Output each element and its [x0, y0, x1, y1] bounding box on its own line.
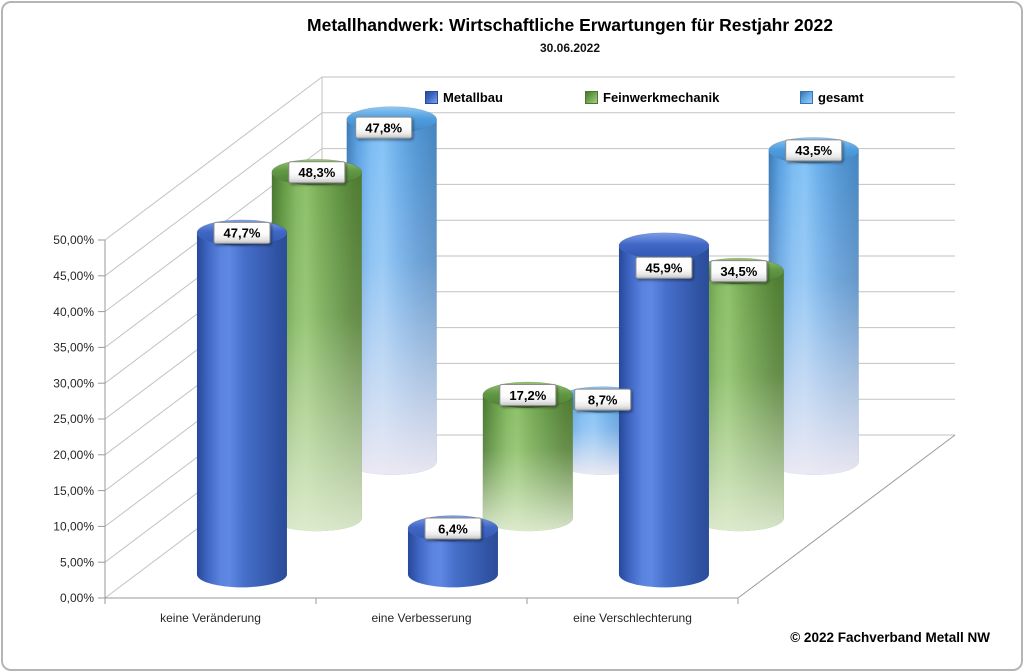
category-label: eine Verbesserung	[371, 611, 471, 625]
cylinder-fade	[482, 394, 573, 532]
data-label: 45,9%	[635, 256, 693, 279]
y-axis-label: 35,00%	[53, 341, 94, 355]
data-label-box	[574, 388, 632, 411]
legend-label-metallbau: Metallbau	[443, 90, 503, 105]
chart-subtitle: 30.06.2022	[539, 41, 601, 55]
legend-item-feinwerkmechanik: Feinwerkmechanik	[585, 90, 719, 105]
category-label: eine Verschlechterung	[573, 611, 692, 625]
y-axis-label: 25,00%	[53, 412, 94, 426]
data-label-text: 48,3%	[298, 165, 335, 180]
y-axis-label: 10,00%	[53, 520, 94, 534]
data-label-text: 47,8%	[365, 120, 402, 135]
legend-label-feinwerkmechanik: Feinwerkmechanik	[603, 90, 720, 105]
data-label-box	[785, 139, 843, 162]
data-label-text: 8,7%	[588, 392, 618, 407]
cylinder-fade	[271, 172, 362, 532]
floor-right-edge	[737, 434, 956, 599]
data-label-box	[710, 260, 768, 283]
legend-item-gesamt: gesamt	[800, 90, 864, 105]
copyright-text: © 2022 Fachverband Metall NW	[790, 630, 990, 645]
data-label-box	[424, 517, 482, 540]
y-axis-label: 30,00%	[53, 376, 94, 390]
data-label: 47,7%	[213, 221, 271, 244]
legend-swatch-gesamt-icon	[800, 91, 813, 104]
y-axis-label: 0,00%	[60, 591, 94, 605]
cylinder-Metallbau-1	[407, 528, 498, 588]
data-label-text: 45,9%	[646, 261, 683, 276]
data-label-text: 47,7%	[224, 226, 261, 241]
data-label: 6,4%	[424, 517, 482, 540]
gridline-left-wall	[104, 76, 323, 241]
y-axis-label: 20,00%	[53, 448, 94, 462]
legend-item-metallbau: Metallbau	[425, 90, 503, 105]
category-label: keine Veränderung	[160, 611, 261, 625]
data-label-box	[635, 256, 693, 279]
gridline-left-wall	[104, 112, 323, 277]
y-axis-label: 15,00%	[53, 484, 94, 498]
data-label: 8,7%	[574, 388, 632, 411]
cylinder-Metallbau-2	[618, 245, 709, 588]
y-axis-label: 50,00%	[53, 233, 94, 247]
chart-title: Metallhandwerk: Wirtschaftliche Erwartun…	[307, 15, 833, 35]
legend-swatch-feinwerkmechanik-icon	[585, 91, 598, 104]
cylinder-Metallbau-0	[196, 232, 287, 588]
cylinder-fade	[346, 119, 437, 475]
data-label-text: 43,5%	[795, 143, 832, 158]
data-label-box	[288, 161, 346, 184]
data-label: 47,8%	[355, 116, 413, 139]
data-label-text: 6,4%	[438, 521, 468, 536]
cylinder-fade	[768, 150, 859, 475]
data-label-box	[213, 221, 271, 244]
data-label-text: 34,5%	[720, 264, 757, 279]
data-label: 43,5%	[785, 139, 843, 162]
cylinder-top	[618, 232, 710, 260]
data-label-text: 17,2%	[509, 388, 546, 403]
legend-label-gesamt: gesamt	[818, 90, 864, 105]
y-axis-label: 45,00%	[53, 269, 94, 283]
legend-swatch-metallbau-icon	[425, 91, 438, 104]
y-axis-label: 40,00%	[53, 305, 94, 319]
data-label-box	[499, 383, 557, 406]
data-label-box	[355, 116, 413, 139]
y-axis-label: 5,00%	[60, 555, 94, 569]
data-label: 48,3%	[288, 161, 346, 184]
cylinder-fade	[693, 271, 784, 532]
data-label: 17,2%	[499, 383, 557, 406]
data-label: 34,5%	[710, 260, 768, 283]
